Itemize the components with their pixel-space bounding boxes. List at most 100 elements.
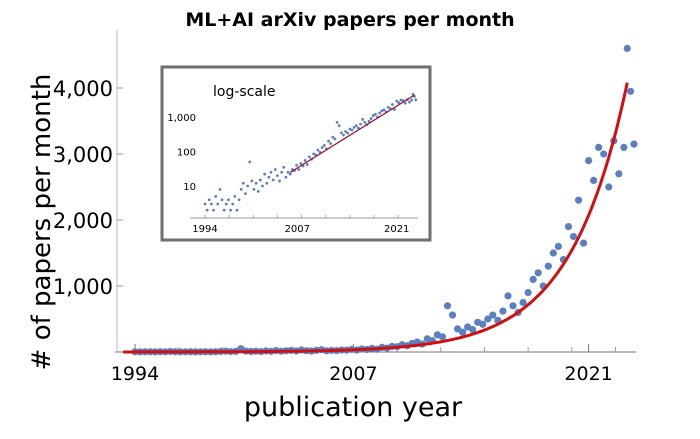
data-point: [600, 150, 608, 158]
inset-data-point: [258, 178, 262, 182]
inset-data-point: [218, 187, 222, 191]
data-point: [564, 223, 573, 231]
inset-data-point: [305, 163, 309, 166]
inset-data-point: [220, 198, 224, 202]
inset-x-tick-label: 2007: [285, 224, 310, 235]
inset-data-point: [239, 187, 243, 191]
inset-log-chart: log-scale 1994 2007 2021 10 100 1,000: [160, 65, 432, 242]
inset-data-point: [252, 187, 256, 191]
inset-fit-line: [289, 94, 415, 173]
inset-data-point: [312, 152, 316, 156]
x-tick-label: 1994: [111, 363, 159, 385]
inset-data-point: [250, 179, 254, 183]
y-axis-label: # of papers per month: [27, 74, 57, 371]
inset-data-point: [382, 108, 386, 112]
inset-data-point: [320, 146, 324, 149]
inset-data-point: [288, 172, 292, 176]
inset-data-point: [337, 124, 341, 128]
inset-data-point: [378, 111, 382, 115]
data-point: [623, 44, 631, 53]
inset-data-point: [235, 208, 239, 212]
data-point: [499, 307, 507, 315]
inset-data-point: [367, 119, 371, 123]
inset-data-point: [380, 109, 384, 113]
inset-y-tick-label: 1,000: [167, 113, 196, 124]
data-point: [459, 328, 467, 336]
x-tick-label: 2007: [329, 363, 377, 385]
inset-data-point: [397, 101, 401, 105]
inset-data-point: [280, 170, 284, 174]
inset-data-point: [269, 170, 273, 174]
inset-data-point: [335, 120, 339, 124]
inset-axes: [190, 215, 418, 219]
inset-data-point: [414, 98, 418, 102]
inset-data-point: [273, 168, 277, 171]
data-point: [605, 183, 613, 191]
data-point: [544, 262, 552, 270]
data-point: [479, 320, 487, 328]
inset-data-point: [233, 194, 237, 198]
inset-data-point: [224, 202, 228, 206]
inset-data-point: [286, 170, 290, 174]
inset-data-point: [344, 130, 347, 133]
inset-data-point: [271, 178, 275, 182]
y-tick-label: 3,000: [53, 143, 113, 167]
data-point: [590, 176, 598, 184]
inset-data-point: [207, 198, 211, 202]
inset-data-point: [361, 118, 365, 121]
chart-title: ML+AI arXiv papers per month: [185, 9, 514, 31]
data-point: [615, 170, 623, 178]
data-point: [595, 143, 603, 151]
inset-data-point: [256, 189, 260, 193]
inset-data-point: [393, 108, 396, 111]
inset-data-point: [214, 194, 218, 198]
data-point: [484, 315, 492, 323]
inset-data-point: [222, 208, 226, 212]
inset-data-point: [303, 159, 307, 162]
inset-data-point: [278, 179, 281, 183]
inset-data-point: [350, 128, 354, 132]
data-point: [534, 269, 542, 277]
inset-data-point: [295, 163, 298, 167]
data-point: [579, 239, 588, 247]
inset-x-tick-label: 1994: [192, 224, 217, 235]
inset-data-point: [267, 175, 271, 179]
data-point: [630, 140, 638, 148]
inset-data-point: [284, 175, 288, 179]
inset-data-point: [307, 155, 311, 159]
inset-data-point: [371, 114, 375, 117]
inset-data-point: [316, 148, 320, 152]
y-tick-label: 1,000: [53, 275, 113, 299]
inset-data-point: [346, 131, 350, 135]
data-point: [438, 333, 447, 341]
data-point: [529, 275, 537, 283]
data-point: [524, 289, 532, 297]
inset-fit-line: [289, 94, 415, 173]
data-point: [448, 311, 457, 319]
inset-data-point: [237, 198, 241, 202]
data-point: [469, 325, 477, 334]
inset-data-point: [246, 184, 250, 188]
data-point: [509, 302, 517, 310]
main-fit-curve: [123, 82, 629, 354]
inset-data-point: [342, 133, 345, 137]
y-tick-label: 2,000: [53, 209, 113, 233]
inset-data-point: [333, 137, 337, 141]
main-tick-labels: 1994 2007 2021 1,000 2,000 3,000 4,000: [53, 77, 613, 385]
inset-data-point: [265, 181, 269, 185]
y-tick-label: 4,000: [53, 77, 113, 101]
inset-data-point: [386, 105, 390, 109]
inset-data-point: [203, 202, 207, 206]
inset-data-point: [261, 184, 264, 188]
data-point: [519, 298, 527, 307]
inset-label: log-scale: [213, 84, 275, 100]
inset-data-point: [231, 202, 235, 206]
inset-data-point: [331, 135, 335, 139]
inset-data-point: [297, 168, 301, 171]
inset-data-point: [359, 122, 362, 126]
inset-x-tick-label: 2021: [384, 224, 409, 235]
data-point: [569, 232, 578, 241]
inset-data-point: [248, 160, 252, 164]
x-axis-label: publication year: [244, 392, 463, 423]
